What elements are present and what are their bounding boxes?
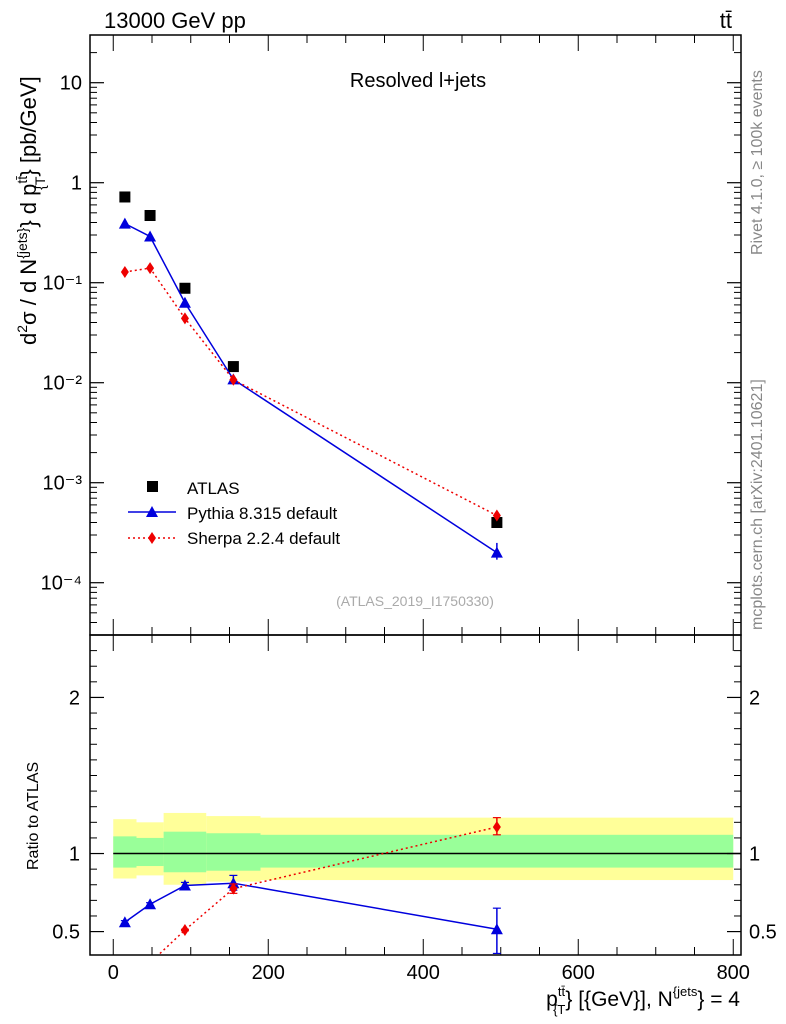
y-tick-label: 10: [60, 73, 82, 95]
chart-title: Resolved l+jets: [350, 70, 486, 92]
stat-uncertainty-band: [136, 837, 164, 867]
ratio-y-tick-label: 1: [69, 844, 80, 866]
main-panel: Resolved l+jets (ATLAS_2019_I1750330) 10…: [41, 34, 742, 636]
y-tick-label: 10⁻³: [43, 473, 83, 495]
sherpa-data-point: [492, 509, 501, 522]
ratio-sherpa-point: [180, 924, 189, 937]
analysis-watermark: (ATLAS_2019_I1750330): [336, 593, 494, 609]
legend-pythia-marker: [146, 506, 158, 517]
stat-uncertainty-band: [260, 834, 734, 868]
ratio-sherpa-point: [492, 821, 501, 833]
ratio-pythia-point: [490, 923, 503, 935]
y-tick-label: 10⁻⁴: [41, 573, 82, 595]
atlas-data-point: [144, 210, 156, 222]
stat-uncertainty-band: [206, 833, 261, 871]
sherpa-data-point: [146, 262, 155, 275]
legend-atlas-label: ATLAS: [187, 479, 240, 498]
y-tick-label: 10⁻²: [43, 373, 83, 395]
ratio-pythia-point: [118, 916, 131, 928]
process-label: tt̄: [720, 8, 732, 33]
legend-atlas-marker: [147, 481, 158, 492]
x-axis-label: ptt̄ {T} [{GeV}], N{jets} = 4: [546, 984, 740, 1017]
x-tick-label: 400: [407, 962, 440, 984]
x-tick-label: 800: [717, 962, 750, 984]
atlas-data-point: [491, 517, 503, 529]
pythia-data-point: [118, 217, 131, 229]
x-tick-label: 0: [108, 962, 119, 984]
y-tick-label: 10⁻¹: [43, 273, 83, 295]
atlas-data-point: [227, 361, 239, 373]
ratio-frame: [89, 634, 742, 956]
sherpa-data-point: [180, 312, 189, 325]
x-tick-label: 600: [562, 962, 595, 984]
ratio-y-axis-label: Ratio to ATLAS: [25, 762, 42, 870]
pythia-data-point: [144, 230, 157, 242]
legend-sherpa-marker: [148, 532, 156, 544]
ratio-y-tick-label-right: 2: [749, 687, 760, 709]
ratio-sherpa-point: [229, 882, 238, 895]
sherpa-data-point: [120, 265, 129, 278]
stat-uncertainty-band: [113, 836, 137, 868]
stat-uncertainty-band: [163, 831, 207, 873]
pythia-data-point: [490, 546, 503, 558]
ratio-y-tick-label: 2: [69, 687, 80, 709]
atlas-data-point: [119, 191, 131, 203]
mcplots-label: mcplots.cern.ch [arXiv:2401.10621]: [749, 379, 766, 630]
atlas-data-point: [179, 282, 191, 294]
ratio-y-tick-label-right: 0.5: [749, 922, 777, 944]
x-tick-label: 200: [252, 962, 285, 984]
sherpa-data-point: [229, 373, 238, 386]
ratio-series: [118, 817, 503, 955]
main-y-axis-label: d2σ / d N{jets}} d ptt̄ {T} [pb/GeV]: [14, 76, 48, 345]
ratio-panel: 0.5 0.5 1 1 2 2 0 200 400 600 800: [52, 634, 777, 984]
pythia-data-point: [178, 296, 191, 308]
ratio-pythia-point: [144, 898, 157, 910]
ratio-y-tick-label: 0.5: [52, 922, 80, 944]
y-tick-label: 1: [71, 173, 82, 195]
legend-pythia-label: Pythia 8.315 default: [187, 504, 338, 523]
rivet-label: Rivet 4.1.0, ≥ 100k events: [749, 70, 766, 255]
ratio-y-tick-label-right: 1: [749, 844, 760, 866]
energy-label: 13000 GeV pp: [104, 8, 246, 33]
ratio-pythia-point: [178, 879, 191, 891]
legend-sherpa-label: Sherpa 2.2.4 default: [187, 529, 340, 548]
legend: ATLAS Pythia 8.315 default Sherpa 2.2.4 …: [128, 479, 340, 548]
